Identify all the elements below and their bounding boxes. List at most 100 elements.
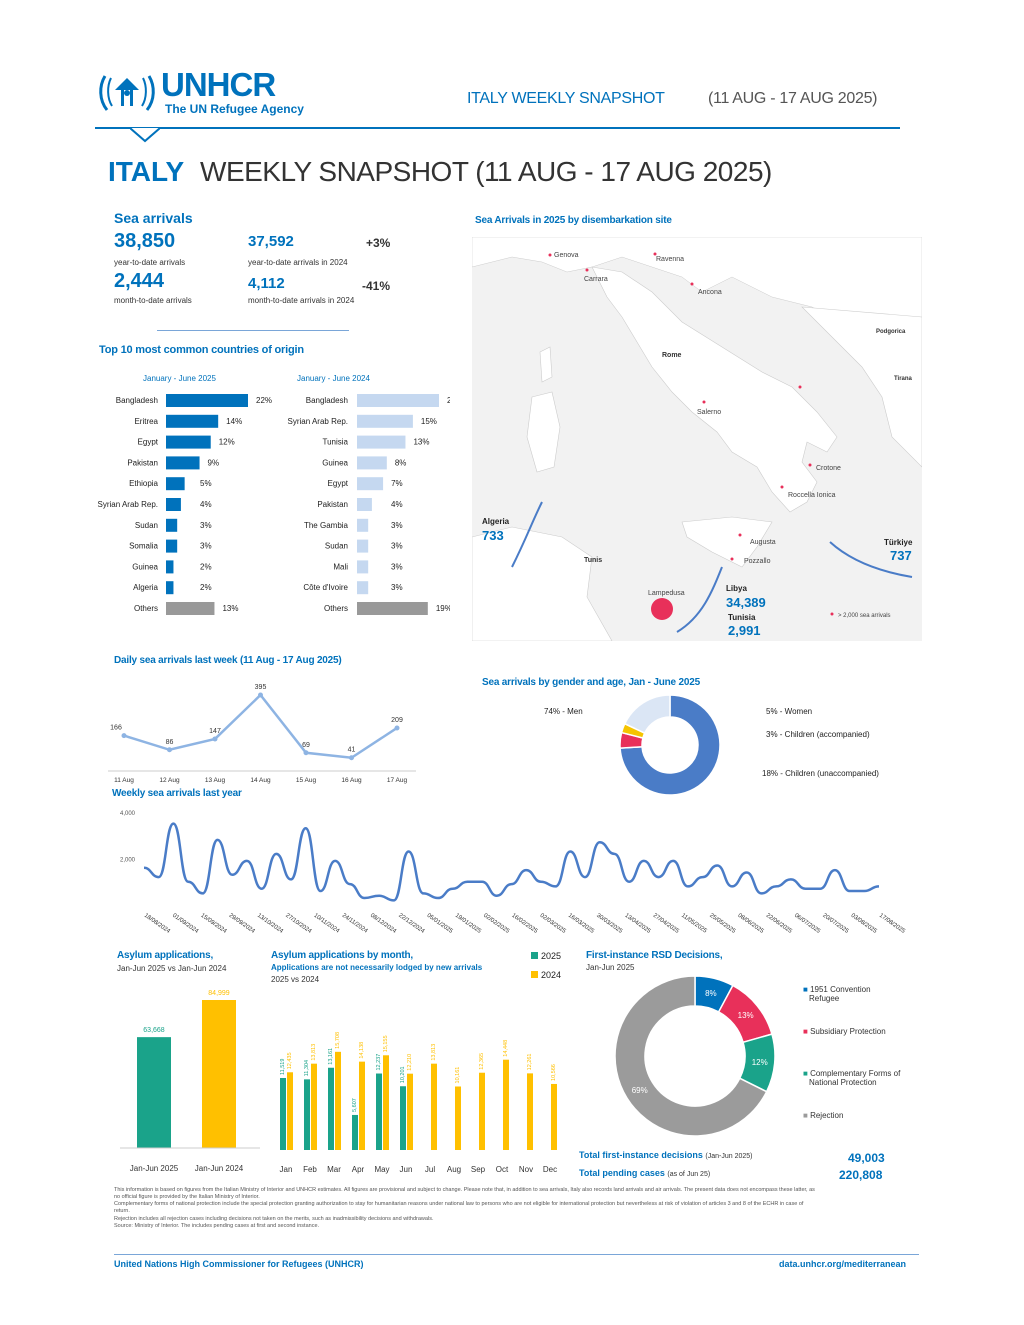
- lampedusa-dot: [651, 598, 673, 620]
- donut-slice-label: 8%: [705, 989, 717, 998]
- origins-left-period: January - June 2025: [143, 374, 216, 383]
- origin-country-label: Syrian Arab Rep.: [288, 417, 348, 426]
- unhcr-emblem-icon: [99, 75, 155, 111]
- rsd-legend-item: ■ Complementary Forms of National Protect…: [803, 1069, 913, 1111]
- origin-country-label: Bangladesh: [306, 396, 348, 405]
- daily-point: [212, 736, 218, 742]
- weekly-x-label: 08/06/2025: [737, 913, 766, 936]
- top-title: ITALY WEEKLY SNAPSHOT: [467, 90, 665, 107]
- rsd-total-row: Total first-instance decisions (Jan-Jun …: [579, 1150, 752, 1160]
- route-name: Türkiye: [884, 538, 913, 547]
- monthly-bar-label: 12,261: [527, 1054, 533, 1071]
- disembarkation-dot: [730, 557, 734, 561]
- rsd-legend: ■ 1951 Convention Refugee ■ Subsidiary Pr…: [803, 985, 913, 1120]
- monthly-bar-label: 15,708: [335, 1032, 341, 1049]
- weekly-x-label: 22/06/2025: [765, 913, 794, 936]
- origin-bar: [357, 518, 369, 532]
- rsd-legend-line1: Complementary Forms of: [810, 1069, 901, 1078]
- legend-label-2025: 2025: [541, 951, 562, 961]
- asylum-x-label: Jan-Jun 2025: [130, 1164, 179, 1173]
- ytd-2024-value: 37,592: [248, 233, 294, 250]
- monthly-bar: [455, 1086, 461, 1150]
- daily-value-label: 209: [391, 717, 403, 724]
- map-svg: Genova Ravenna Carrara Ancona Rome Podgo…: [472, 237, 922, 641]
- footer-link[interactable]: data.unhcr.org/mediterranean: [779, 1259, 907, 1269]
- weekly-x-label: 24/11/2024: [341, 913, 369, 935]
- map-city-label: Rome: [662, 352, 682, 359]
- route-name: Algeria: [482, 517, 510, 526]
- route-value: 737: [890, 548, 912, 563]
- monthly-x-label: Mar: [327, 1165, 341, 1174]
- weekly-x-label: 01/09/2024: [171, 913, 200, 936]
- monthly-subtitle2: 2025 vs 2024: [271, 975, 320, 984]
- monthly-bar: [311, 1063, 317, 1150]
- page-title: ITALY WEEKLY SNAPSHOT (11 AUG - 17 AUG 2…: [108, 156, 772, 188]
- rsd-legend-swatch: ■: [803, 1027, 811, 1036]
- map-land-africa: [472, 526, 613, 641]
- monthly-bar-label: 13,813: [311, 1044, 317, 1061]
- monthly-bar: [328, 1067, 334, 1150]
- gender-legend-label: 5% - Women: [766, 707, 812, 716]
- map-city-label: Carrara: [584, 276, 608, 283]
- monthly-x-label: Oct: [496, 1165, 509, 1174]
- gender-chart: 74% - Men 5% - Women 3% - Children (accomp…: [544, 695, 879, 795]
- origin-country-label: Eritrea: [134, 417, 158, 426]
- origin-country-label: Mali: [333, 562, 348, 571]
- origin-pct-label: 4%: [391, 500, 403, 509]
- rsd-legend-line1: Subsidiary Protection: [810, 1027, 886, 1036]
- daily-title: Daily sea arrivals last week (11 Aug - 1…: [114, 655, 342, 666]
- origin-pct-label: 12%: [219, 438, 235, 447]
- rsd-pending-label: Total pending cases: [579, 1168, 665, 1178]
- rsd-subtitle: Jan-Jun 2025: [586, 963, 635, 972]
- rsd-pending-value: 220,808: [839, 1168, 883, 1182]
- origin-pct-label: 8%: [395, 458, 407, 467]
- disembarkation-dot: [690, 282, 694, 286]
- rsd-legend-line2: Refugee: [809, 994, 840, 1003]
- origin-bar: [357, 602, 428, 615]
- monthly-x-label: Jun: [400, 1165, 413, 1174]
- daily-x-label: 11 Aug: [114, 777, 134, 784]
- monthly-bar-label: 5,607: [352, 1098, 358, 1112]
- monthly-bar-label: 12,365: [479, 1053, 485, 1070]
- map-city-label: Roccella Ionica: [788, 492, 836, 499]
- mtd-label: month-to-date arrivals: [114, 296, 192, 305]
- rsd-legend-item: ■ Rejection: [803, 1111, 913, 1120]
- origin-pct-label: 9%: [208, 458, 220, 467]
- origin-country-label: Pakistan: [127, 458, 158, 467]
- origin-pct-label: 22%: [447, 396, 450, 405]
- disembarkation-dot: [780, 485, 784, 489]
- weekly-x-label: 08/12/2024: [369, 913, 398, 936]
- origin-pct-label: 13%: [413, 438, 429, 447]
- monthly-bar-label: 15,155: [383, 1035, 389, 1052]
- weekly-x-label: 27/04/2025: [652, 913, 681, 936]
- origin-country-label: Pakistan: [317, 500, 348, 509]
- origin-bar: [166, 539, 178, 553]
- map-city-label: Genova: [554, 252, 579, 259]
- monthly-x-label: Aug: [447, 1165, 461, 1174]
- weekly-x-label: 25/05/2025: [708, 913, 737, 936]
- origin-bar: [357, 394, 439, 407]
- mtd-2024-label: month-to-date arrivals in 2024: [248, 296, 355, 305]
- origin-country-label: Sudan: [325, 542, 348, 551]
- rsd-legend-swatch: ■: [803, 1111, 811, 1120]
- asylum-bar-label: 63,668: [143, 1027, 165, 1034]
- monthly-bar: [400, 1086, 406, 1150]
- sea-arrivals-title: Sea arrivals: [114, 210, 193, 226]
- origin-pct-label: 3%: [200, 521, 212, 530]
- monthly-x-label: May: [374, 1165, 389, 1174]
- origin-pct-label: 19%: [436, 604, 450, 613]
- route-name: Tunisia: [728, 613, 756, 622]
- section-divider: [157, 330, 349, 331]
- monthly-bar-label: 11,519: [280, 1059, 286, 1075]
- footer-divider: [114, 1254, 919, 1255]
- origin-country-label: Somalia: [129, 542, 158, 551]
- map-city-label: Salerno: [697, 409, 721, 416]
- origin-bar: [166, 414, 219, 428]
- origin-bar: [357, 498, 372, 511]
- weekly-x-label: 06/07/2025: [793, 913, 822, 936]
- legend-label-2024: 2024: [541, 970, 562, 980]
- monthly-bar: [431, 1063, 437, 1150]
- monthly-bar: [551, 1083, 557, 1150]
- weekly-x-label: 17/08/2025: [878, 913, 907, 936]
- monthly-bar: [335, 1051, 341, 1150]
